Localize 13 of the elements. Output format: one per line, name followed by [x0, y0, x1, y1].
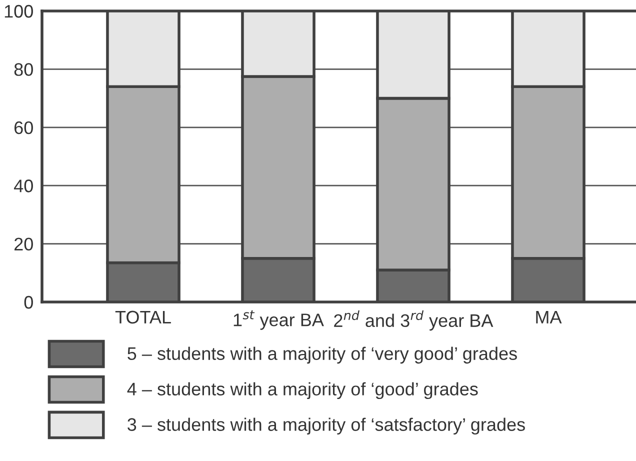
- x-tick-label: MA: [536, 310, 562, 324]
- x-tick-label: TOTAL: [115, 310, 171, 324]
- y-tick-label: 60: [14, 121, 33, 134]
- y-tick-label: 0: [24, 296, 33, 309]
- legend-label: 3 – students with a majority of ‘satsfactory’ grades: [128, 418, 525, 435]
- y-tick-label: 100: [4, 4, 33, 18]
- y-tick-label: 20: [14, 238, 33, 251]
- legend-label: 4 – students with a majority of ‘good’ grades: [127, 382, 478, 400]
- x-tick-label: 1$^{st}$ year BA: [234, 310, 324, 330]
- x-tick-label: 2$^{nd}$ and 3$^{rd}$ year BA: [334, 310, 494, 331]
- legend-label: 5 – students with a majority of ‘very good’ grades: [128, 346, 517, 364]
- y-tick-label: 80: [14, 63, 33, 76]
- y-tick-label: 40: [14, 180, 33, 192]
